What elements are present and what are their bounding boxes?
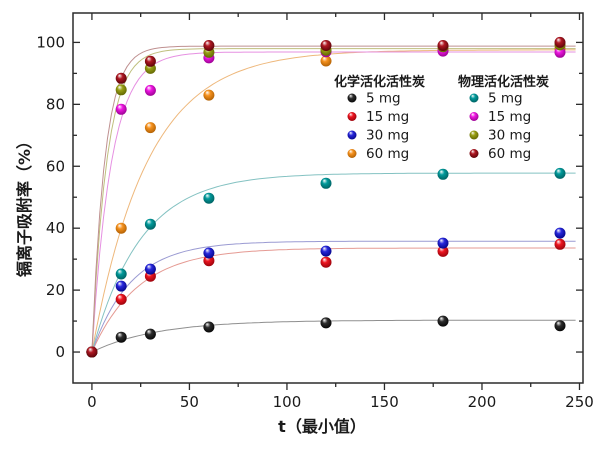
data-point [320,317,332,329]
data-point [203,247,215,259]
data-point [144,55,156,67]
y-axis-tick-label: 40 [46,219,65,237]
y-axis-tick-label: 60 [46,157,65,175]
data-point [203,89,215,101]
data-point [320,245,332,257]
data-point [144,84,156,96]
y-axis-tick-label: 20 [46,281,65,299]
x-axis-tick-label: 250 [565,393,594,411]
data-point [144,218,156,230]
data-point [203,255,215,267]
fit-curve-chem-15mg [91,247,576,353]
data-point [144,122,156,134]
y-axis-title: 镉离子吸附率（%） [15,133,34,277]
x-axis-title: t（最小值） [278,417,366,436]
legend-header-physical: 物理活化活性炭 [458,74,549,90]
legend-item-label: 15 mg [366,109,409,125]
fit-curve-phys-5mg [91,172,576,353]
legend-item-label: 5 mg [488,91,523,107]
data-point [437,237,449,249]
data-point [554,167,566,179]
fit-curve-phys-60mg [91,45,576,353]
x-axis-tick-label: 50 [180,393,199,411]
data-point [437,40,449,51]
data-point [203,192,215,204]
y-axis-tick-label: 80 [46,95,65,113]
data-point [554,238,566,250]
data-point [554,320,566,332]
data-point [203,321,215,333]
data-point [115,103,127,115]
data-point [320,256,332,268]
data-point [115,84,127,96]
data-point [437,168,449,180]
fit-curve-chem-30mg [91,240,576,353]
data-point [144,328,156,340]
legend-marker [469,149,479,158]
legend-item-label: 30 mg [366,128,409,144]
legend-marker [347,112,357,121]
data-point [115,280,127,292]
legend-marker [469,93,479,103]
legend-item-label: 15 mg [488,109,531,125]
x-axis-tick-label: 100 [273,393,302,411]
data-point [437,245,449,257]
legend-marker [347,130,357,140]
data-point [203,40,215,51]
data-point [320,177,332,189]
x-axis-tick-label: 0 [87,393,97,411]
x-axis-tick-label: 150 [370,393,399,411]
data-point [115,72,127,84]
legend-header-chemical: 化学活化活性炭 [334,74,425,90]
legend-item-label: 60 mg [366,146,409,162]
data-point [320,55,332,67]
legend-marker [469,130,479,140]
data-point [437,315,449,327]
data-point [115,222,127,234]
data-point [554,227,566,239]
x-axis-tick-label: 200 [468,393,497,411]
legend-marker [469,112,479,121]
data-point [144,263,156,275]
fit-curve-phys-15mg [91,51,576,353]
data-point [554,36,566,48]
fit-curve-chem-5mg [91,319,576,353]
data-point [115,331,127,343]
legend-marker [347,149,357,158]
y-axis-tick-label: 0 [55,343,65,361]
data-point [320,40,332,51]
legend-item-label: 5 mg [366,91,401,107]
data-point [115,293,127,305]
legend-item-label: 30 mg [488,128,531,144]
y-axis-tick-label: 100 [36,33,65,51]
legend-marker [347,93,357,103]
legend-item-label: 60 mg [488,146,531,162]
data-point [115,268,127,280]
fit-curve-chem-60mg [91,49,576,353]
data-point [86,346,98,358]
plot-frame [72,12,584,384]
fit-curve-phys-30mg [91,48,576,353]
